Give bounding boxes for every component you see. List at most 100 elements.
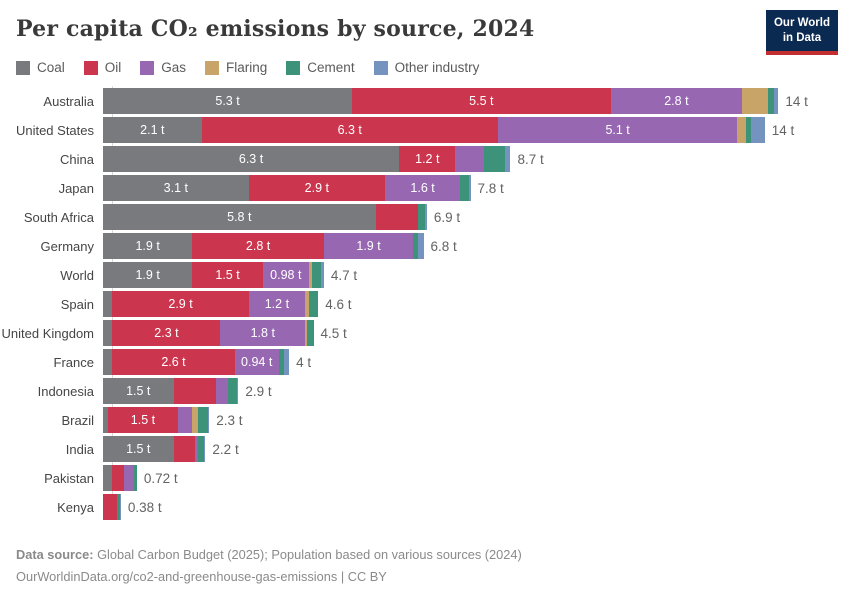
bar-segment-flaring[interactable] <box>305 320 308 346</box>
legend-item-other-industry[interactable]: Other industry <box>373 60 480 75</box>
bar-segment-other-industry[interactable] <box>204 436 206 462</box>
bar-segment-oil[interactable] <box>173 378 216 404</box>
bar-segment-value: 2.8 t <box>664 94 689 108</box>
bar-segment-other-industry[interactable] <box>321 262 324 288</box>
bar-segment-coal[interactable] <box>103 320 113 346</box>
bar-segment-cement[interactable] <box>311 262 322 288</box>
footer-url-link[interactable]: OurWorldinData.org/co2-and-greenhouse-ga… <box>16 568 338 584</box>
legend-item-oil[interactable]: Oil <box>83 60 122 75</box>
bar-segment-gas[interactable]: 0.94 t <box>234 349 279 375</box>
bar-segment-cement[interactable] <box>417 204 425 230</box>
bar-segment-value: 5.1 t <box>605 123 630 137</box>
bar-segment-oil[interactable] <box>112 465 125 491</box>
bar-segment-value: 1.5 t <box>130 413 156 427</box>
bar-segment-flaring[interactable] <box>742 88 769 114</box>
bar-segment-other-industry[interactable] <box>119 494 121 520</box>
legend-label-other-industry: Other industry <box>394 60 480 75</box>
bar-segment-coal[interactable] <box>103 349 113 375</box>
bar-segment-oil[interactable]: 2.9 t <box>248 175 385 201</box>
bar-segment-coal[interactable]: 1.5 t <box>103 378 174 404</box>
bar-segment-cement[interactable] <box>198 436 205 462</box>
bar-segment-value: 5.5 t <box>469 94 494 108</box>
bar-segment-coal[interactable] <box>103 465 113 491</box>
bar-segment-oil[interactable]: 2.9 t <box>112 291 249 317</box>
bar-segment-gas[interactable] <box>194 436 199 462</box>
bar-segment-cement[interactable] <box>308 291 319 317</box>
legend-item-gas[interactable]: Gas <box>140 60 186 75</box>
bar-segment-coal[interactable]: 5.8 t <box>103 204 376 230</box>
bar-segment-cement[interactable] <box>134 465 137 491</box>
bar-total-label: 4.7 t <box>330 267 358 283</box>
bar-segment-oil[interactable] <box>103 494 118 520</box>
bar-segment-gas[interactable]: 2.8 t <box>610 88 743 114</box>
bar-segment-cement[interactable] <box>460 175 469 201</box>
bar-segment-other-industry[interactable] <box>468 175 471 201</box>
bar-segment-gas[interactable]: 0.98 t <box>262 262 309 288</box>
bar-segment-oil[interactable]: 2.8 t <box>192 233 324 259</box>
bar-segment-cement[interactable] <box>117 494 120 520</box>
bar-segment-value: 1.2 t <box>415 152 440 166</box>
bar-segment-flaring[interactable] <box>192 407 199 433</box>
legend-item-coal[interactable]: Coal <box>16 60 65 75</box>
bar-segment-value: 2.1 t <box>140 123 165 137</box>
bar-segment-coal[interactable] <box>103 291 113 317</box>
bar-segment-oil[interactable] <box>173 436 195 462</box>
bar-segment-other-industry[interactable] <box>750 117 765 143</box>
bar-total-label: 4 t <box>296 354 312 370</box>
bar-segment-oil[interactable]: 1.5 t <box>192 262 263 288</box>
bar-segment-oil[interactable]: 1.5 t <box>107 407 179 433</box>
owid-logo[interactable]: Our World in Data <box>765 10 838 55</box>
bar-segment-coal[interactable]: 1.9 t <box>103 262 193 288</box>
bar-segment-other-industry[interactable] <box>504 146 511 172</box>
country-label-world: World <box>60 267 94 283</box>
bar-segment-coal[interactable]: 2.1 t <box>103 117 202 143</box>
bar-segment-gas[interactable] <box>178 407 193 433</box>
legend: Coal Oil Gas Flaring Cement Other industry <box>16 60 850 75</box>
bar-segment-flaring[interactable] <box>305 291 309 317</box>
bar-segment-gas[interactable] <box>124 465 135 491</box>
bar-segment-cement[interactable] <box>483 146 505 172</box>
bar-segment-coal[interactable]: 3.1 t <box>103 175 249 201</box>
bar-area-indonesia: 1.5 t <box>103 378 239 404</box>
bar-segment-other-industry[interactable] <box>773 88 779 114</box>
bar-segment-cement[interactable] <box>745 117 751 143</box>
bar-segment-other-industry[interactable] <box>417 233 424 259</box>
bar-segment-oil[interactable]: 5.5 t <box>352 88 611 114</box>
bar-segment-oil[interactable]: 2.6 t <box>112 349 235 375</box>
bar-total-label: 0.72 t <box>143 470 178 486</box>
bar-segment-cement[interactable] <box>227 378 237 404</box>
bar-segment-oil[interactable]: 1.2 t <box>399 146 456 172</box>
bar-segment-gas[interactable]: 1.8 t <box>220 320 306 346</box>
bar-segment-oil[interactable] <box>375 204 418 230</box>
bar-total-label: 14 t <box>785 93 808 109</box>
bar-segment-gas[interactable]: 1.2 t <box>248 291 306 317</box>
bar-segment-value: 2.3 t <box>154 326 179 340</box>
bar-segment-other-industry[interactable] <box>207 407 210 433</box>
bar-segment-cement[interactable] <box>278 349 285 375</box>
bar-segment-gas[interactable]: 5.1 t <box>497 117 738 143</box>
bar-segment-gas[interactable]: 1.9 t <box>323 233 414 259</box>
bar-segment-coal[interactable]: 1.5 t <box>103 436 174 462</box>
bar-segment-coal[interactable]: 1.9 t <box>103 233 193 259</box>
bar-segment-oil[interactable]: 6.3 t <box>201 117 498 143</box>
bar-segment-cement[interactable] <box>307 320 314 346</box>
bar-segment-other-industry[interactable] <box>424 204 427 230</box>
bar-segment-coal[interactable]: 5.3 t <box>103 88 353 114</box>
bar-segment-flaring[interactable] <box>737 117 746 143</box>
bar-segment-coal[interactable]: 6.3 t <box>103 146 400 172</box>
bar-row-south-africa: South Africa 5.8 t 6.9 t <box>0 204 850 230</box>
bar-segment-other-industry[interactable] <box>284 349 290 375</box>
legend-label-oil: Oil <box>104 60 122 75</box>
bar-segment-gas[interactable] <box>455 146 484 172</box>
bar-segment-oil[interactable]: 2.3 t <box>112 320 221 346</box>
bar-segment-other-industry[interactable] <box>236 378 239 404</box>
bar-segment-cement[interactable] <box>198 407 208 433</box>
bar-segment-flaring[interactable] <box>308 262 312 288</box>
bar-segment-coal[interactable] <box>103 407 108 433</box>
bar-segment-gas[interactable] <box>215 378 228 404</box>
legend-item-flaring[interactable]: Flaring <box>205 60 267 75</box>
legend-item-cement[interactable]: Cement <box>286 60 355 75</box>
bar-segment-gas[interactable]: 1.6 t <box>384 175 461 201</box>
bar-segment-cement[interactable] <box>768 88 774 114</box>
bar-segment-cement[interactable] <box>413 233 418 259</box>
